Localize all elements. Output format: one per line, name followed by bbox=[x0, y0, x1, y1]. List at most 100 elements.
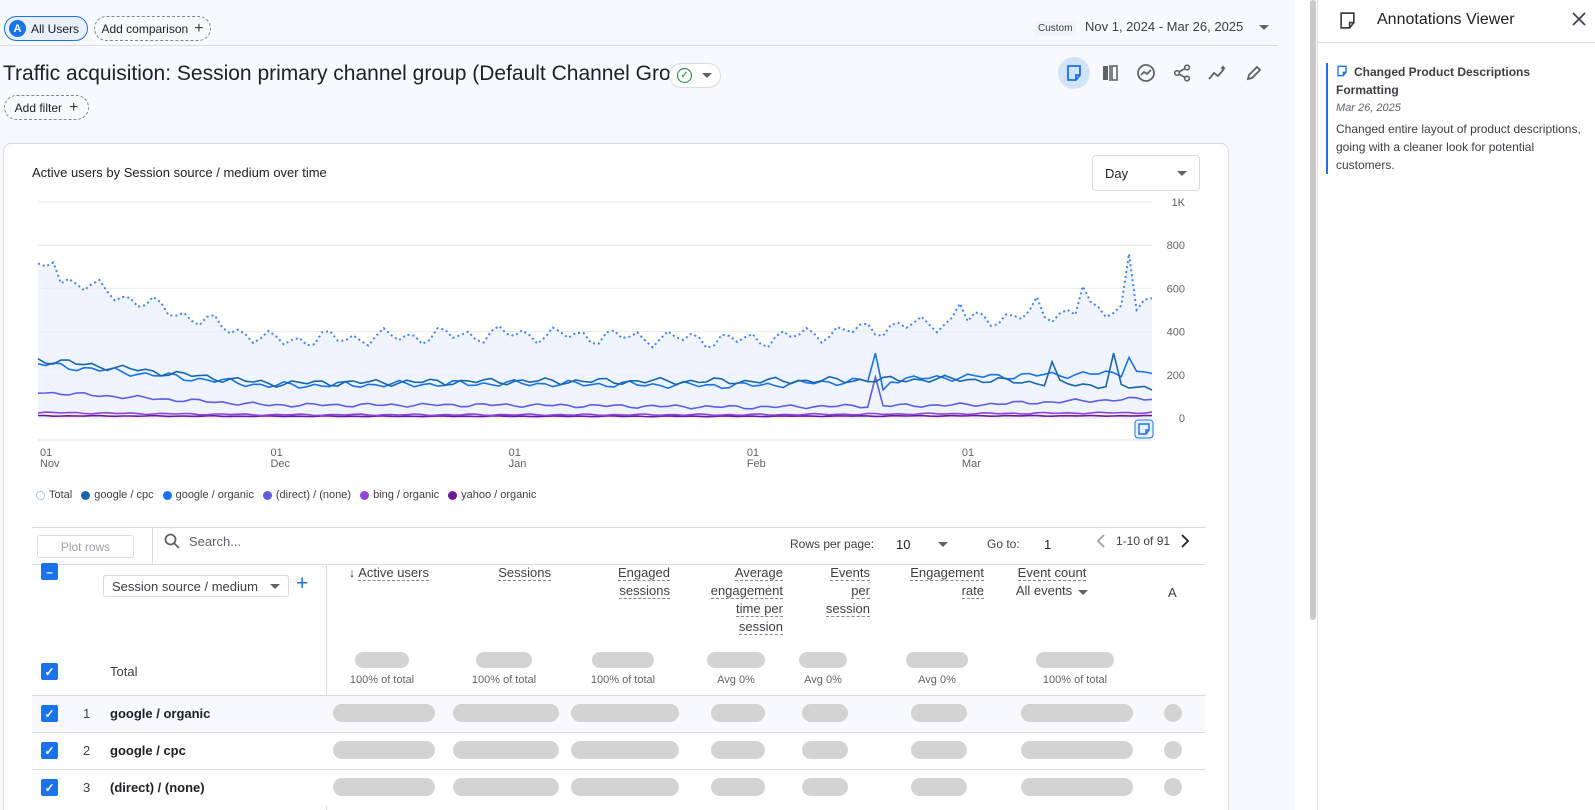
chevron-right-icon[interactable] bbox=[1180, 534, 1190, 548]
annotation-description: Changed entire layout of product descrip… bbox=[1336, 122, 1581, 172]
row-label[interactable]: (direct) / (none) bbox=[110, 780, 205, 795]
redacted-value bbox=[799, 652, 847, 668]
series-line-google-organic[interactable] bbox=[37, 352, 1153, 392]
column-header[interactable]: ↓ Active users bbox=[289, 564, 429, 582]
column-header[interactable]: Sessions bbox=[411, 564, 551, 582]
redacted-value bbox=[453, 741, 559, 759]
add-filter-button[interactable]: Add filter + bbox=[4, 95, 89, 120]
legend-item[interactable]: (direct) / (none) bbox=[262, 489, 352, 501]
series-line--direct-none-[interactable] bbox=[37, 373, 1153, 410]
column-header-label: Engaged bbox=[617, 565, 670, 581]
chevron-down-icon[interactable] bbox=[938, 542, 948, 547]
segment-chip-all-users[interactable]: A All Users bbox=[4, 16, 88, 41]
plot-rows-button[interactable]: Plot rows bbox=[37, 535, 134, 558]
legend-item[interactable]: Total bbox=[36, 489, 72, 501]
search-input[interactable]: Search... bbox=[189, 533, 242, 549]
main-scrollbar[interactable] bbox=[1310, 0, 1316, 620]
column-header-label: Active users bbox=[358, 565, 429, 581]
chevron-down-icon[interactable] bbox=[1078, 590, 1089, 595]
annotations-panel: Annotations Viewer Changed Product Descr… bbox=[1317, 0, 1595, 810]
y-tick-label: 1K bbox=[1172, 197, 1186, 209]
row-label[interactable]: google / organic bbox=[110, 706, 211, 721]
row-number: 2 bbox=[83, 743, 91, 758]
rows-per-page-select[interactable]: 10 bbox=[896, 537, 911, 552]
row-checkbox[interactable]: ✓ bbox=[41, 742, 58, 759]
event-selector[interactable]: All events bbox=[1015, 583, 1073, 598]
column-header-label: Events bbox=[830, 565, 870, 581]
add-comparison-button[interactable]: Add comparison + bbox=[94, 16, 211, 41]
dimension-column-divider bbox=[326, 564, 327, 810]
legend-item[interactable]: google / organic bbox=[162, 489, 254, 501]
x-tick-day: 01 bbox=[40, 447, 52, 459]
trend-sparkle-button[interactable] bbox=[1202, 57, 1234, 89]
redacted-value bbox=[711, 704, 765, 722]
dimension-select[interactable]: Session source / medium bbox=[103, 575, 289, 597]
total-share: Avg 0% bbox=[918, 674, 956, 686]
column-header-label: time per bbox=[736, 601, 783, 617]
plus-icon: + bbox=[69, 98, 79, 116]
redacted-value bbox=[355, 652, 409, 668]
goto-label: Go to: bbox=[987, 537, 1020, 551]
share-button[interactable] bbox=[1166, 57, 1198, 89]
add-dimension-button[interactable]: + bbox=[296, 572, 309, 595]
report-status-dropdown[interactable]: ✓ bbox=[669, 63, 721, 88]
annotations-toggle-button[interactable] bbox=[1058, 57, 1090, 89]
chevron-down-icon bbox=[702, 73, 712, 78]
edit-report-button[interactable] bbox=[1238, 57, 1270, 89]
redacted-value bbox=[802, 704, 848, 722]
panel-title: Annotations Viewer bbox=[1377, 11, 1515, 28]
column-header-label: session bbox=[738, 619, 783, 635]
dimension-label: Session source / medium bbox=[112, 578, 258, 594]
redacted-value bbox=[1164, 741, 1182, 759]
page-title: Traffic acquisition: Session primary cha… bbox=[3, 62, 702, 85]
legend-item[interactable]: bing / organic bbox=[360, 489, 439, 501]
column-header[interactable]: Events per session bbox=[730, 564, 870, 618]
series-line-bing-organic[interactable] bbox=[37, 411, 1153, 417]
select-all-checkbox[interactable]: – bbox=[41, 563, 58, 580]
redacted-value bbox=[571, 741, 679, 759]
rows-per-page-label: Rows per page: bbox=[790, 537, 875, 551]
redacted-value bbox=[1021, 778, 1133, 796]
column-header[interactable]: Average engagement time per session bbox=[643, 564, 783, 636]
y-tick-label: 200 bbox=[1167, 370, 1185, 382]
redacted-value bbox=[571, 704, 679, 722]
legend-dot-icon bbox=[262, 490, 272, 500]
redacted-value bbox=[906, 652, 968, 668]
x-tick-month: Feb bbox=[747, 458, 766, 470]
x-tick-month: Nov bbox=[40, 458, 60, 470]
report-card: Active users by Session source / medium … bbox=[3, 143, 1229, 810]
legend-label: Total bbox=[49, 489, 73, 501]
legend-item[interactable]: yahoo / organic bbox=[448, 489, 536, 501]
insights-button[interactable] bbox=[1130, 57, 1162, 89]
total-share: Avg 0% bbox=[804, 674, 842, 686]
date-range-picker[interactable]: Nov 1, 2024 - Mar 26, 2025 bbox=[1085, 19, 1269, 34]
redacted-value bbox=[1021, 704, 1133, 722]
granularity-select[interactable]: Day bbox=[1092, 155, 1200, 191]
annotation-marker-icon[interactable] bbox=[1134, 419, 1154, 439]
legend-label: (direct) / (none) bbox=[275, 489, 352, 501]
row-checkbox[interactable]: ✓ bbox=[41, 705, 58, 722]
annotation-card[interactable]: Changed Product Descriptions Formatting … bbox=[1326, 63, 1588, 174]
total-share: Avg 0% bbox=[717, 674, 755, 686]
annotation-title: Changed Product Descriptions Formatting bbox=[1336, 63, 1588, 99]
legend-item[interactable]: google / cpc bbox=[81, 489, 154, 501]
search-icon bbox=[164, 533, 180, 549]
table-search[interactable]: Search... bbox=[164, 533, 241, 549]
column-header[interactable]: Event count All events bbox=[982, 564, 1122, 600]
series-line-yahoo-organic[interactable] bbox=[37, 414, 1153, 418]
row-label[interactable]: google / cpc bbox=[110, 743, 186, 758]
total-checkbox[interactable]: ✓ bbox=[41, 663, 58, 680]
chevron-left-icon[interactable] bbox=[1096, 534, 1106, 548]
row-checkbox[interactable]: ✓ bbox=[41, 779, 58, 796]
pencil-icon bbox=[1246, 65, 1262, 81]
row-number: 3 bbox=[83, 780, 91, 795]
goto-page-input[interactable]: 1 bbox=[1044, 537, 1052, 552]
series-line-google-cpc[interactable] bbox=[37, 353, 1153, 391]
column-header[interactable]: Engagement rate bbox=[844, 564, 984, 600]
compare-button[interactable] bbox=[1094, 57, 1126, 89]
annotation-date: Mar 26, 2025 bbox=[1336, 102, 1401, 114]
close-icon[interactable] bbox=[1572, 12, 1586, 26]
column-header[interactable]: Engaged sessions bbox=[530, 564, 670, 600]
legend-label: google / cpc bbox=[94, 489, 154, 501]
toolbar-separator bbox=[152, 527, 153, 564]
